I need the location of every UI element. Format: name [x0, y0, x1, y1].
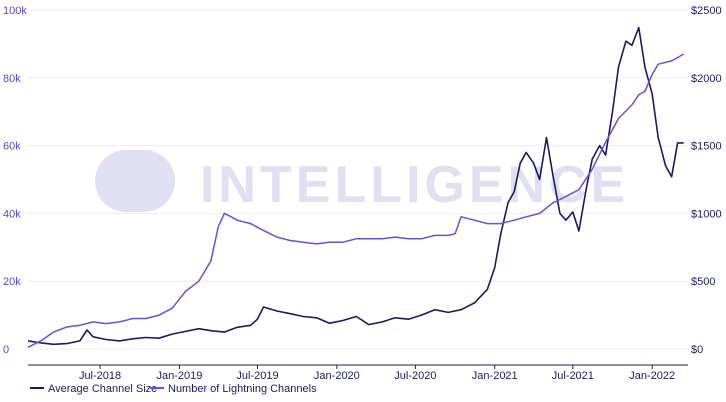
y-left-tick-label: 100k	[3, 5, 27, 17]
legend-item-lightning-channels[interactable]: Number of Lightning Channels	[150, 383, 317, 395]
legend-item-avg-channel-size[interactable]: Average Channel Size	[30, 383, 157, 395]
series-line-avg-channel-size	[27, 26, 684, 346]
y-right-tick-label: $1000	[691, 208, 722, 220]
y-right-tick-label: $500	[691, 276, 715, 288]
x-tick-label: Jul-2020	[394, 370, 436, 382]
y-right-tick-label: $2500	[691, 5, 722, 17]
y-left-tick-label: 60k	[3, 141, 21, 153]
y-right-tick-label: $2000	[691, 73, 722, 85]
x-axis: Jul-2018 Jan-2019 Jul-2019 Jan-2020 Jul-2020…	[28, 364, 688, 382]
x-tick-label: Jan-2019	[156, 370, 202, 382]
x-tick-label: Jul-2021	[552, 370, 594, 382]
y-left-tick-label: 0	[3, 344, 9, 356]
x-tick-label: Jul-2019	[236, 370, 278, 382]
legend-label: Average Channel Size	[48, 383, 157, 395]
left-axis: 0 20k 40k 60k 80k 100k	[3, 5, 27, 356]
x-tick-label: Jan-2022	[629, 370, 675, 382]
y-right-tick-label: $1500	[691, 141, 722, 153]
legend-label: Number of Lightning Channels	[168, 383, 317, 395]
y-left-tick-label: 80k	[3, 73, 21, 85]
gridlines	[28, 9, 688, 350]
watermark: INTELLIGENCE	[95, 150, 629, 214]
series-line-lightning-channels	[27, 53, 685, 348]
y-left-tick-label: 20k	[3, 276, 21, 288]
x-tick-label: Jan-2021	[472, 370, 518, 382]
x-tick-label: Jan-2020	[314, 370, 360, 382]
watermark-logo-icon	[95, 150, 175, 212]
legend: Average Channel Size Number of Lightning…	[30, 383, 317, 395]
series-lines	[27, 26, 685, 348]
y-right-tick-label: $0	[691, 344, 703, 356]
right-axis: $0 $500 $1000 $1500 $2000 $2500	[691, 5, 722, 356]
x-tick-label: Jul-2018	[79, 370, 121, 382]
watermark-text: INTELLIGENCE	[200, 156, 629, 214]
y-left-tick-label: 40k	[3, 208, 21, 220]
